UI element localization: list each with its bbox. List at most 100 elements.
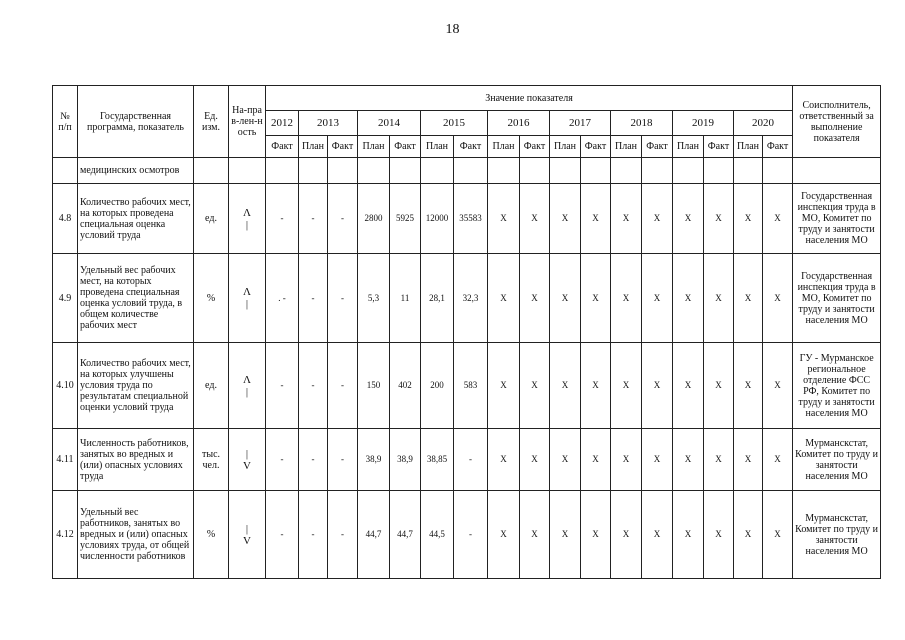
value: Х [580, 183, 611, 254]
direction-mark: Λ [243, 206, 251, 219]
value: 2800 [357, 183, 390, 254]
value: - [265, 428, 299, 491]
value: Х [487, 490, 520, 579]
cell [453, 157, 488, 184]
direction-mark: Λ [243, 286, 251, 298]
data-row: 4.11 Численность работников, занятых во в… [52, 428, 882, 491]
value: Х [672, 183, 704, 254]
value: Х [610, 342, 642, 429]
value: Х [641, 253, 673, 343]
value: 38,85 [420, 428, 454, 491]
value: Х [733, 183, 763, 254]
subheader: План [487, 135, 520, 158]
value: - [327, 253, 358, 343]
subheader: План [610, 135, 642, 158]
value: Х [761, 253, 794, 343]
value: - [298, 428, 328, 491]
row-executor: Мурманскстат, Комитет по труду и занятос… [792, 490, 882, 579]
cell [193, 157, 229, 184]
value: Х [672, 490, 704, 579]
subheader: Факт [327, 135, 358, 158]
value: Х [487, 253, 520, 343]
cell [228, 157, 266, 184]
value: 11 [389, 253, 421, 343]
cell [549, 157, 581, 184]
row-executor: ГУ - Мурманское региональное отделение Ф… [792, 342, 882, 429]
value: Х [549, 253, 581, 343]
value: - [327, 342, 358, 429]
header-row: № п/п Государственная программа, показате… [52, 85, 882, 158]
value: 28,1 [420, 253, 454, 343]
value: 150 [357, 342, 390, 429]
value: . - [265, 253, 299, 343]
value: Х [580, 428, 611, 491]
value: Х [703, 490, 734, 579]
value: Х [703, 342, 734, 429]
cell [298, 157, 328, 184]
direction-mark: V [243, 534, 251, 547]
value: Х [733, 342, 763, 429]
value: Х [761, 490, 794, 579]
value: Х [733, 253, 763, 343]
cell [357, 157, 390, 184]
value: 12000 [420, 183, 454, 254]
indicator-table: № п/п Государственная программа, показате… [52, 85, 882, 579]
continuation-row: медицинских осмотров [52, 157, 882, 184]
data-row: 4.9 Удельный вес рабочих мест, на которых… [52, 253, 882, 343]
row-unit: тыс. чел. [193, 428, 229, 491]
row-number: 4.12 [52, 490, 78, 579]
subheader: Факт [519, 135, 550, 158]
subheader: План [357, 135, 390, 158]
cell [580, 157, 611, 184]
row-executor: Государственная инспекция труда в МО, Ко… [792, 183, 882, 254]
value: Х [610, 428, 642, 491]
row-number: 4.8 [52, 183, 78, 254]
value: Х [672, 342, 704, 429]
value: - [265, 183, 299, 254]
cell [420, 157, 454, 184]
row-unit: % [193, 253, 229, 343]
row-direction: Λ | [228, 342, 266, 429]
value: - [265, 342, 299, 429]
value: 38,9 [357, 428, 390, 491]
year: 2015 [420, 110, 488, 136]
cell [703, 157, 734, 184]
cell [610, 157, 642, 184]
value: - [453, 428, 488, 491]
header-program: Государственная программа, показатель [77, 85, 194, 158]
value: Х [733, 428, 763, 491]
header-unit: Ед. изм. [193, 85, 229, 158]
year: 2016 [487, 110, 550, 136]
value: 583 [453, 342, 488, 429]
value: 32,3 [453, 253, 488, 343]
subheader: План [420, 135, 454, 158]
row-name: Удельный вес работников, занятых во вред… [77, 490, 194, 579]
value: Х [580, 253, 611, 343]
year: 2014 [357, 110, 421, 136]
subheader: План [298, 135, 328, 158]
subheader: Факт [265, 135, 299, 158]
row-direction: Λ | [228, 253, 266, 343]
value: 44,7 [357, 490, 390, 579]
header-values: Значение показателя [264, 85, 794, 111]
year: 2017 [549, 110, 611, 136]
value: Х [641, 183, 673, 254]
subheader: Факт [641, 135, 673, 158]
row-number: 4.10 [52, 342, 78, 429]
value: 402 [389, 342, 421, 429]
direction-mark: | [245, 218, 249, 231]
value: Х [672, 253, 704, 343]
value: Х [549, 490, 581, 579]
value: - [327, 490, 358, 579]
value: - [298, 342, 328, 429]
header-direction: На-прав-лен-ность [228, 85, 266, 158]
direction-mark: | [245, 447, 249, 460]
value: Х [703, 183, 734, 254]
value: Х [549, 428, 581, 491]
row-direction: | V [228, 428, 266, 491]
subheader: План [733, 135, 763, 158]
value: Х [519, 490, 550, 579]
value: Х [519, 428, 550, 491]
row-executor: Государственная инспекция труда в МО, Ко… [792, 253, 882, 343]
value: 44,5 [420, 490, 454, 579]
